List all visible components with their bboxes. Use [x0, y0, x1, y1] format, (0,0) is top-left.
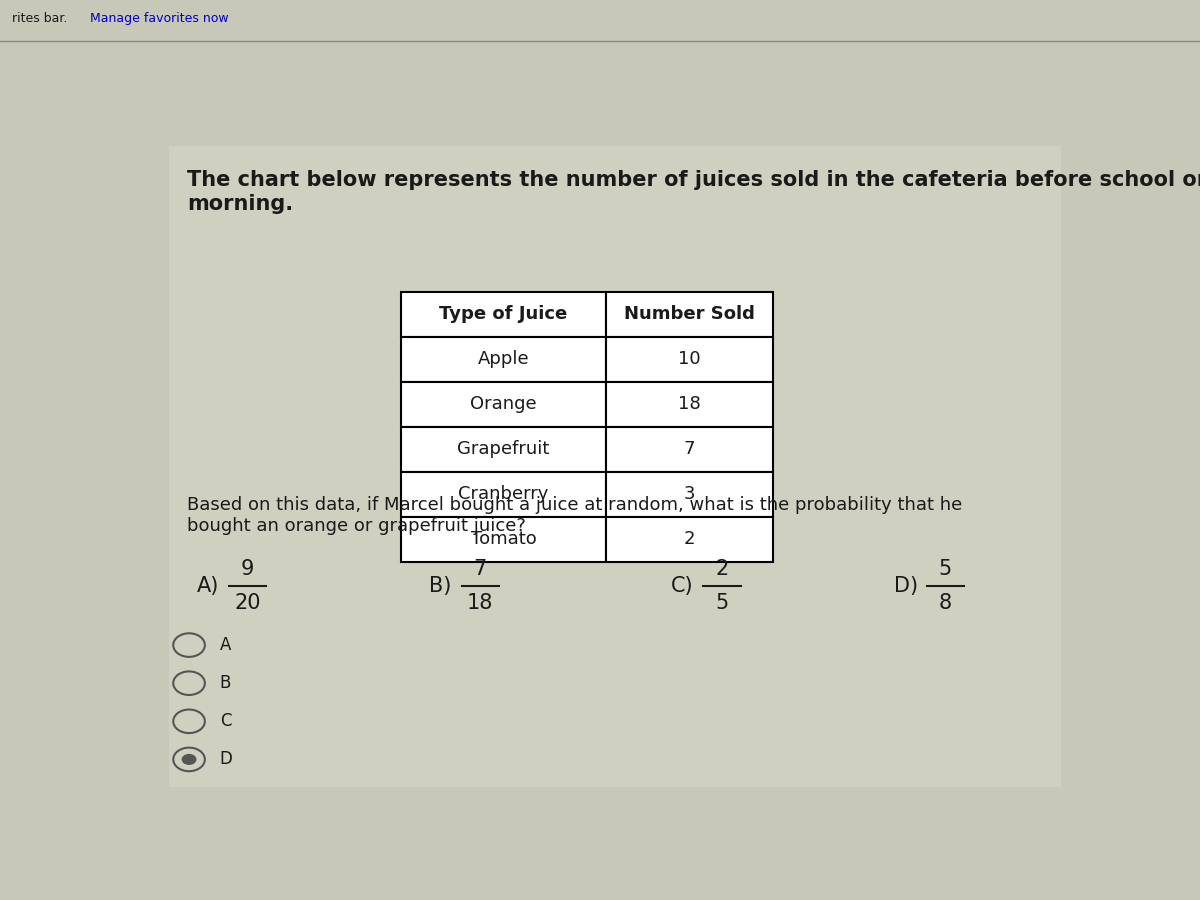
Text: Cranberry: Cranberry [458, 485, 548, 503]
Text: rites bar.: rites bar. [12, 13, 76, 25]
FancyBboxPatch shape [606, 382, 773, 427]
FancyBboxPatch shape [401, 472, 606, 517]
Text: 18: 18 [467, 593, 493, 614]
FancyBboxPatch shape [401, 517, 606, 562]
FancyBboxPatch shape [606, 292, 773, 337]
FancyBboxPatch shape [606, 472, 773, 517]
FancyBboxPatch shape [401, 427, 606, 472]
Text: The chart below represents the number of juices sold in the cafeteria before sch: The chart below represents the number of… [187, 170, 1200, 213]
Text: Orange: Orange [470, 395, 536, 413]
Text: 5: 5 [715, 593, 728, 614]
Circle shape [181, 754, 197, 765]
FancyBboxPatch shape [401, 382, 606, 427]
Text: 2: 2 [684, 530, 695, 548]
Text: 20: 20 [234, 593, 260, 614]
FancyBboxPatch shape [606, 427, 773, 472]
Text: Type of Juice: Type of Juice [439, 305, 568, 323]
Text: C: C [220, 712, 232, 730]
Text: Number Sold: Number Sold [624, 305, 755, 323]
FancyBboxPatch shape [606, 517, 773, 562]
Text: D): D) [894, 576, 918, 596]
Text: C): C) [671, 576, 694, 596]
Text: D: D [220, 751, 233, 769]
Text: 5: 5 [938, 559, 952, 579]
Text: 7: 7 [684, 440, 695, 458]
Text: 2: 2 [715, 559, 728, 579]
Text: 7: 7 [474, 559, 487, 579]
Text: 18: 18 [678, 395, 701, 413]
FancyBboxPatch shape [606, 337, 773, 382]
Text: A: A [220, 636, 232, 654]
Text: 9: 9 [241, 559, 254, 579]
Text: Grapefruit: Grapefruit [457, 440, 550, 458]
Text: 10: 10 [678, 350, 701, 368]
Text: 8: 8 [938, 593, 952, 614]
Text: Tomato: Tomato [470, 530, 536, 548]
Text: 3: 3 [684, 485, 695, 503]
Text: B): B) [430, 576, 451, 596]
FancyBboxPatch shape [168, 146, 1062, 788]
Text: A): A) [197, 576, 218, 596]
Text: Based on this data, if Marcel bought a juice at random, what is the probability : Based on this data, if Marcel bought a j… [187, 496, 962, 535]
Text: Manage favorites now: Manage favorites now [90, 13, 229, 25]
FancyBboxPatch shape [401, 292, 606, 337]
FancyBboxPatch shape [401, 337, 606, 382]
Text: Apple: Apple [478, 350, 529, 368]
Text: B: B [220, 674, 232, 692]
